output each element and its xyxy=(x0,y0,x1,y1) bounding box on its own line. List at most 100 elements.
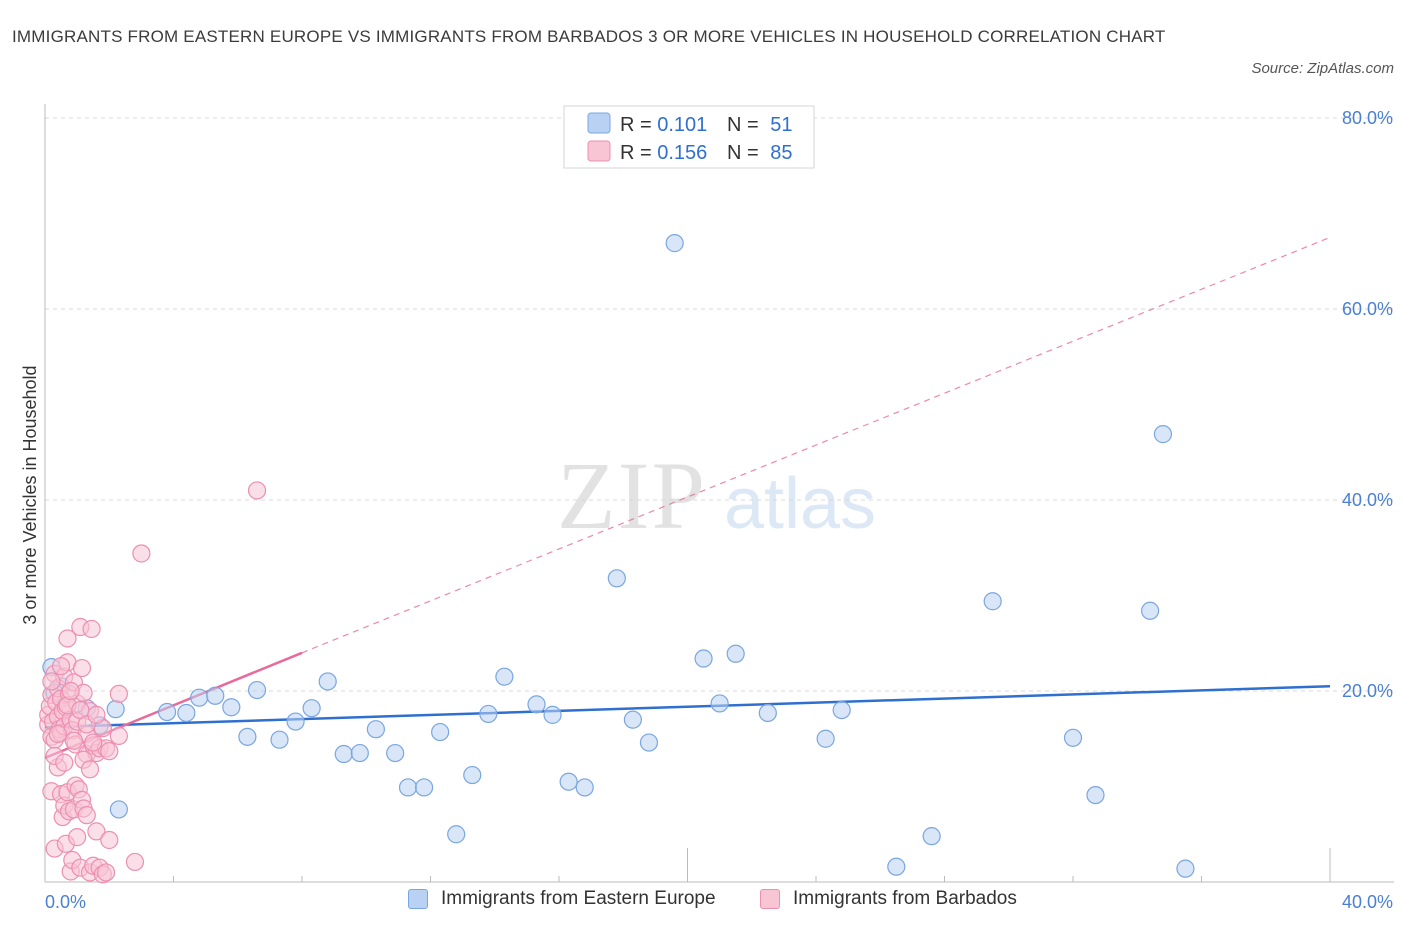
point-pink-82 xyxy=(80,760,100,779)
point-pink-67 xyxy=(125,852,145,872)
point-blue-7 xyxy=(177,703,196,723)
point-blue-16 xyxy=(318,672,337,691)
legend-r-value-1: 0.101 xyxy=(657,114,707,136)
point-blue-4 xyxy=(106,700,125,719)
point-blue-33 xyxy=(623,710,642,729)
point-blue-19 xyxy=(366,720,385,739)
legend-item-eastern-europe: Immigrants from Eastern Europe xyxy=(408,888,716,910)
point-blue-28 xyxy=(527,695,546,714)
svg-text:R = 0.101: R = 0.101 xyxy=(620,114,707,136)
legend-r-value-2: 0.156 xyxy=(657,142,707,164)
y-tick-label-80: 80.0% xyxy=(1342,108,1393,128)
legend-r-label-1: R = xyxy=(620,114,657,136)
point-blue-18 xyxy=(350,743,369,763)
point-pink-73 xyxy=(51,657,71,676)
point-blue-42 xyxy=(887,857,906,876)
legend-label-eastern-europe: Immigrants from Eastern Europe xyxy=(441,888,716,909)
axes xyxy=(44,104,1394,883)
point-pink-72 xyxy=(48,724,67,744)
point-blue-39 xyxy=(758,703,777,723)
point-blue-20 xyxy=(386,743,405,763)
point-blue-46 xyxy=(1086,785,1105,805)
point-blue-29 xyxy=(543,705,562,724)
point-blue-49 xyxy=(1176,859,1195,878)
point-pink-84 xyxy=(87,705,106,724)
point-blue-11 xyxy=(238,727,257,746)
legend-n-label-1: N = xyxy=(727,114,764,136)
svg-text:R = 0.156: R = 0.156 xyxy=(620,142,707,164)
trend-line-eastern-europe xyxy=(44,684,1331,729)
y-tick-label-40: 40.0% xyxy=(1342,490,1393,510)
point-blue-8 xyxy=(190,688,209,707)
point-pink-39 xyxy=(109,684,128,703)
point-blue-45 xyxy=(1063,728,1083,747)
point-pink-76 xyxy=(61,681,80,701)
legend-item-barbados: Immigrants from Barbados xyxy=(760,888,1017,910)
point-pink-40 xyxy=(109,726,128,745)
point-blue-6 xyxy=(157,702,177,722)
x-tick-label-1: 40.0% xyxy=(1342,892,1393,912)
legend-label-barbados: Immigrants from Barbados xyxy=(793,888,1017,909)
data-points xyxy=(39,234,1195,884)
point-pink-77 xyxy=(64,731,84,750)
point-blue-37 xyxy=(710,694,729,713)
grid xyxy=(45,117,1394,692)
point-blue-10 xyxy=(222,698,241,717)
legend-swatch-blue xyxy=(587,112,611,134)
trend-line-barbados-extension xyxy=(301,236,1331,654)
point-blue-47 xyxy=(1140,601,1160,620)
point-blue-43 xyxy=(922,827,941,846)
legend-swatch-pink xyxy=(587,140,611,162)
point-blue-27 xyxy=(495,667,514,686)
chart-title: IMMIGRANTS FROM EASTERN EUROPE VS IMMIGR… xyxy=(12,27,1166,46)
point-pink-18 xyxy=(58,629,77,648)
point-blue-35 xyxy=(665,234,684,253)
point-blue-48 xyxy=(1153,425,1173,444)
legend-swatch-eastern-europe xyxy=(408,889,428,909)
point-blue-22 xyxy=(414,778,434,797)
point-pink-62 xyxy=(87,822,106,841)
point-blue-44 xyxy=(983,592,1002,611)
point-blue-38 xyxy=(726,644,745,663)
point-blue-26 xyxy=(479,704,498,724)
point-blue-23 xyxy=(431,722,450,742)
watermark-zip: ZIP xyxy=(557,442,707,549)
point-pink-38 xyxy=(100,742,119,761)
y-tick-label-20: 20.0% xyxy=(1342,681,1393,701)
point-pink-83 xyxy=(84,733,103,752)
point-blue-30 xyxy=(559,772,578,791)
series-legend: Immigrants from Eastern Europe Immigrant… xyxy=(0,888,1406,918)
point-pink-70 xyxy=(42,672,61,691)
svg-text:N = 85: N = 85 xyxy=(727,142,793,164)
stats-legend: R = 0.101 N = 51 R = 0.156 N = 85 xyxy=(563,105,815,169)
point-blue-24 xyxy=(447,825,466,844)
point-pink-69 xyxy=(247,481,267,500)
legend-r-label-2: R = xyxy=(620,142,657,164)
point-pink-32 xyxy=(82,619,101,639)
legend-n-label-2: N = xyxy=(727,142,764,164)
point-pink-66 xyxy=(100,830,119,850)
legend-n-value-2: 85 xyxy=(770,142,792,164)
point-blue-14 xyxy=(286,712,305,731)
point-pink-27 xyxy=(72,658,92,678)
point-blue-21 xyxy=(398,778,418,797)
y-axis-title: 3 or more Vehicles in Household xyxy=(20,365,40,624)
legend-n-value-1: 51 xyxy=(770,114,792,136)
svg-text:N = 51: N = 51 xyxy=(727,114,793,136)
tick-labels: 20.0% 40.0% 60.0% 80.0% 0.0% 40.0% xyxy=(45,108,1393,912)
source-label: Source: ZipAtlas.com xyxy=(1251,60,1394,77)
point-blue-13 xyxy=(270,730,289,749)
y-tick-label-60: 60.0% xyxy=(1342,299,1393,319)
point-blue-9 xyxy=(206,686,225,705)
point-blue-12 xyxy=(247,680,267,700)
point-pink-54 xyxy=(68,828,87,847)
legend-swatch-barbados xyxy=(760,889,780,909)
point-blue-40 xyxy=(816,729,835,748)
point-pink-68 xyxy=(132,544,151,563)
point-blue-36 xyxy=(694,649,713,668)
point-blue-34 xyxy=(639,733,659,752)
point-blue-5 xyxy=(109,800,128,819)
point-blue-41 xyxy=(832,700,851,720)
point-blue-17 xyxy=(334,744,353,764)
